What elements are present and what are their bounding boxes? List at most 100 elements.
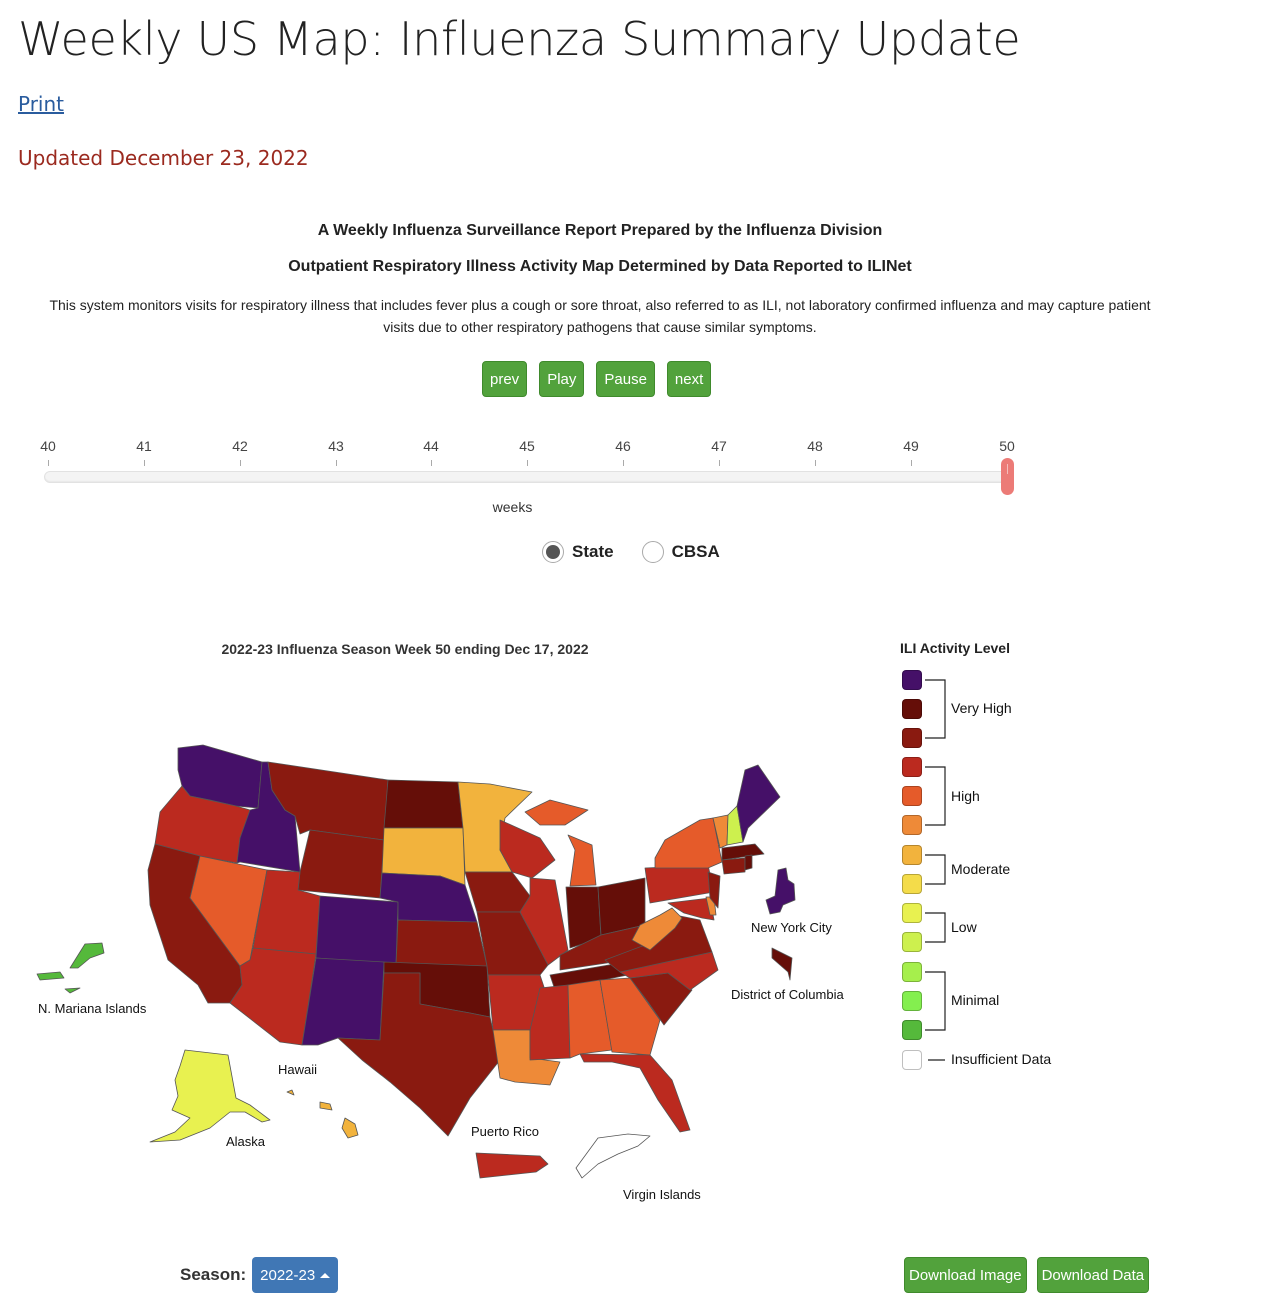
state-west-virginia[interactable] — [631, 907, 683, 951]
legend-swatch — [902, 1020, 922, 1040]
play-button[interactable]: Play — [539, 361, 585, 397]
tick-mark — [623, 460, 624, 466]
slider-axis-label: weeks — [492, 499, 533, 515]
state-maryland[interactable] — [667, 897, 715, 921]
tick-label: 44 — [423, 438, 439, 454]
us-choropleth-map: N. Mariana Islands Hawaii Alaska Puerto … — [36, 744, 844, 1202]
tick-label: 40 — [40, 438, 56, 454]
download-image-button[interactable]: Download Image — [904, 1257, 1027, 1293]
state-maine[interactable] — [736, 764, 781, 843]
tick-mark — [527, 460, 528, 466]
state-michigan-up[interactable] — [524, 799, 589, 826]
state-kansas[interactable] — [395, 919, 488, 967]
pause-button[interactable]: Pause — [596, 361, 655, 397]
legend-label-moderate: Moderate — [951, 861, 1011, 877]
tick-mark — [815, 460, 816, 466]
state-north-dakota[interactable] — [383, 779, 464, 829]
week-slider[interactable]: 40 41 42 43 44 45 46 47 48 49 50 weeks — [40, 438, 1020, 518]
season-label: Season: — [180, 1265, 247, 1284]
label-alaska: Alaska — [226, 1134, 266, 1149]
slider-handle[interactable] — [1001, 458, 1014, 495]
tick-mark — [48, 460, 49, 466]
inset-new-york-city[interactable] — [765, 867, 796, 915]
tick-label: 41 — [136, 438, 152, 454]
territory-puerto-rico[interactable] — [475, 1152, 549, 1179]
legend-swatch — [902, 670, 922, 690]
next-button[interactable]: next — [666, 361, 712, 397]
state-new-jersey[interactable] — [707, 871, 721, 909]
label-nmi: N. Mariana Islands — [38, 1001, 147, 1016]
radio-cbsa[interactable]: CBSA — [641, 541, 720, 563]
legend-swatch — [902, 874, 922, 894]
view-toggle: State CBSA — [542, 541, 748, 563]
state-rhode-island[interactable] — [744, 854, 753, 871]
state-alabama[interactable] — [567, 979, 613, 1059]
legend-label-high: High — [951, 788, 980, 804]
state-colorado[interactable] — [315, 895, 399, 965]
state-mississippi[interactable] — [529, 984, 571, 1061]
label-virgin-islands: Virgin Islands — [623, 1187, 701, 1202]
territory-n-mariana-islands[interactable] — [36, 942, 105, 994]
state-pennsylvania[interactable] — [644, 864, 715, 904]
state-massachusetts[interactable] — [721, 843, 765, 861]
inset-district-of-columbia[interactable] — [771, 947, 793, 981]
download-data-button[interactable]: Download Data — [1036, 1257, 1150, 1293]
season-dropdown[interactable]: 2022-23 — [252, 1257, 339, 1293]
legend: ILI Activity Level Very High High Modera… — [900, 640, 1100, 1070]
page-title: Weekly US Map: Influenza Summary Update — [18, 12, 1021, 66]
state-arizona[interactable] — [229, 947, 317, 1046]
radio-label: State — [572, 542, 614, 561]
report-subtitle: Outpatient Respiratory Illness Activity … — [288, 258, 912, 275]
state-new-mexico[interactable] — [301, 957, 385, 1046]
tick-label: 46 — [615, 438, 631, 454]
legend-swatch — [902, 962, 922, 982]
tick-mark — [911, 460, 912, 466]
state-georgia[interactable] — [599, 977, 661, 1056]
legend-swatch — [902, 757, 922, 777]
state-iowa[interactable] — [464, 871, 531, 913]
tick-mark — [144, 460, 145, 466]
territory-hawaii[interactable] — [286, 1089, 359, 1139]
state-illinois[interactable] — [519, 877, 569, 966]
legend-swatch — [902, 815, 922, 835]
download-buttons: Download Image Download Data — [904, 1257, 1150, 1293]
tick-mark — [719, 460, 720, 466]
state-michigan[interactable] — [567, 834, 597, 887]
tick-mark — [336, 460, 337, 466]
print-link[interactable]: Print — [18, 92, 65, 116]
tick-label: 50 — [999, 438, 1015, 454]
caret-up-icon — [320, 1272, 331, 1278]
report-title: A Weekly Influenza Surveillance Report P… — [317, 222, 883, 239]
slider-track[interactable] — [44, 471, 1007, 483]
legend-swatch — [902, 1050, 922, 1070]
tick-mark — [431, 460, 432, 466]
legend-swatch — [902, 932, 922, 952]
radio-button-checked[interactable] — [542, 541, 564, 563]
label-dc: District of Columbia — [731, 987, 844, 1002]
legend-label-minimal: Minimal — [951, 992, 1000, 1008]
state-texas[interactable] — [337, 972, 501, 1137]
tick-label: 48 — [807, 438, 823, 454]
legend-swatch — [902, 728, 922, 748]
legend-title: ILI Activity Level — [900, 640, 1010, 656]
state-new-york[interactable] — [654, 817, 723, 869]
radio-state[interactable]: State — [542, 541, 614, 563]
tick-label: 45 — [519, 438, 535, 454]
prev-button[interactable]: prev — [482, 361, 528, 397]
legend-label-very-high: Very High — [951, 700, 1012, 716]
legend-swatch — [902, 903, 922, 923]
state-wyoming[interactable] — [297, 829, 385, 899]
territory-alaska[interactable] — [149, 1049, 271, 1143]
label-puerto-rico: Puerto Rico — [471, 1124, 539, 1139]
report-description: This system monitors visits for respirat… — [49, 297, 1151, 335]
legend-swatch — [902, 845, 922, 865]
playback-controls: prev Play Pause next — [482, 361, 712, 397]
territory-virgin-islands[interactable] — [575, 1133, 651, 1179]
tick-label: 49 — [903, 438, 919, 454]
tick-label: 42 — [232, 438, 248, 454]
radio-button[interactable] — [641, 541, 664, 563]
state-florida[interactable] — [579, 1053, 691, 1133]
legend-swatch — [902, 786, 922, 806]
legend-swatch — [902, 699, 922, 719]
state-connecticut[interactable] — [721, 857, 746, 875]
